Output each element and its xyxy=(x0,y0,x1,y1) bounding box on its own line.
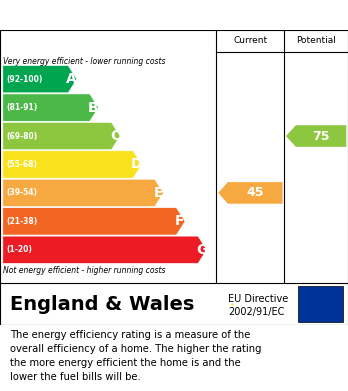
Text: A: A xyxy=(66,72,77,86)
Text: (69-80): (69-80) xyxy=(6,131,38,140)
Text: C: C xyxy=(110,129,120,143)
Polygon shape xyxy=(3,94,98,121)
Polygon shape xyxy=(3,151,142,178)
Text: (39-54): (39-54) xyxy=(6,188,37,197)
Polygon shape xyxy=(286,125,346,147)
Text: EU Directive: EU Directive xyxy=(228,294,288,304)
Text: (21-38): (21-38) xyxy=(6,217,38,226)
Text: Energy Efficiency Rating: Energy Efficiency Rating xyxy=(9,7,219,23)
Bar xyxy=(298,286,343,322)
Polygon shape xyxy=(3,179,164,206)
Text: F: F xyxy=(175,214,185,228)
Text: Not energy efficient - higher running costs: Not energy efficient - higher running co… xyxy=(3,266,166,275)
Polygon shape xyxy=(218,182,283,204)
Text: D: D xyxy=(131,158,142,172)
Text: 2002/91/EC: 2002/91/EC xyxy=(228,307,284,317)
Text: G: G xyxy=(196,243,207,257)
Text: 75: 75 xyxy=(312,129,330,143)
Text: (1-20): (1-20) xyxy=(6,245,32,254)
Text: (81-91): (81-91) xyxy=(6,103,38,112)
Text: 45: 45 xyxy=(246,187,264,199)
Polygon shape xyxy=(3,208,185,235)
Text: Potential: Potential xyxy=(296,36,336,45)
Polygon shape xyxy=(3,122,120,150)
Text: The energy efficiency rating is a measure of the
overall efficiency of a home. T: The energy efficiency rating is a measur… xyxy=(10,330,262,382)
Text: Current: Current xyxy=(233,36,268,45)
Text: England & Wales: England & Wales xyxy=(10,294,195,314)
Text: Very energy efficient - lower running costs: Very energy efficient - lower running co… xyxy=(3,57,166,66)
Polygon shape xyxy=(3,65,77,93)
Text: (55-68): (55-68) xyxy=(6,160,37,169)
Text: (92-100): (92-100) xyxy=(6,75,43,84)
Text: E: E xyxy=(153,186,163,200)
Text: B: B xyxy=(88,100,98,115)
Polygon shape xyxy=(3,236,207,264)
